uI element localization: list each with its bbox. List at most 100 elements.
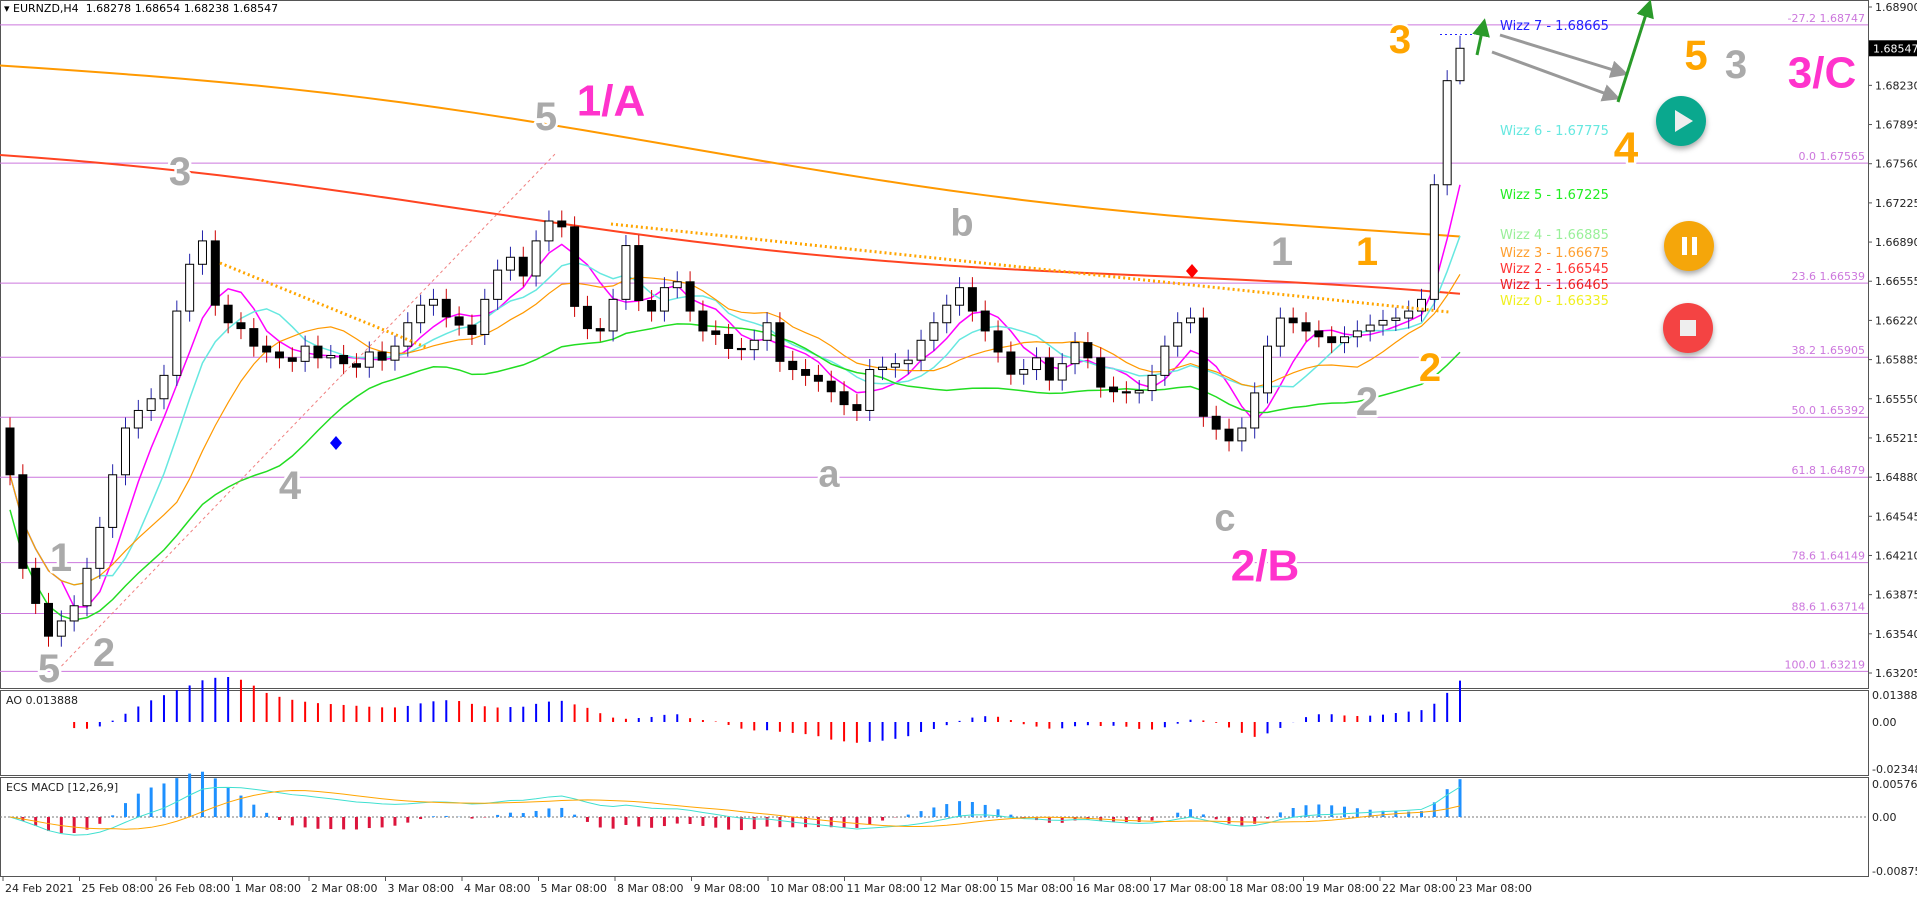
- price-tick-label: 1.66220: [1875, 314, 1917, 327]
- symbol: EURNZD,H4: [13, 2, 79, 15]
- candle-body: [749, 339, 759, 351]
- wave-label: 5: [1684, 32, 1707, 79]
- grey-arrow: [1499, 33, 1629, 78]
- candle: [326, 344, 336, 369]
- candle: [865, 359, 875, 421]
- candle: [621, 235, 631, 310]
- price-tick-label: 1.67225: [1875, 197, 1917, 210]
- price-tick-label: 1.63205: [1875, 667, 1917, 680]
- chart-header: ▾ EURNZD,H4 1.68278 1.68654 1.68238 1.68…: [4, 2, 279, 15]
- time-tick-label: 15 Mar 08:00: [1000, 882, 1073, 895]
- current-price-box: [1869, 40, 1917, 57]
- candle-body: [1006, 351, 1016, 375]
- wizz-level-label: Wizz 0 - 1.66335: [1500, 294, 1609, 309]
- candle: [1160, 335, 1170, 386]
- candle: [1147, 364, 1157, 402]
- green-arrow: [1472, 18, 1490, 56]
- candle: [454, 306, 464, 336]
- candle-body: [1250, 392, 1260, 429]
- candle: [1250, 382, 1260, 439]
- candle-body: [364, 351, 374, 368]
- time-tick-label: 9 Mar 08:00: [694, 882, 760, 895]
- candle-body: [223, 304, 233, 324]
- candle-body: [621, 245, 631, 300]
- wizz-level-label: Wizz 2 - 1.66545: [1500, 262, 1609, 277]
- ohlc-low: 1.68238: [183, 2, 230, 15]
- candle-body: [724, 333, 734, 349]
- green-arrow: [1616, 0, 1654, 103]
- candle: [1301, 312, 1311, 342]
- candle: [1237, 417, 1247, 452]
- play-button[interactable]: [1656, 96, 1706, 146]
- time-tick-label: 12 Mar 08:00: [923, 882, 996, 895]
- candle: [852, 394, 862, 421]
- candle: [133, 399, 143, 439]
- candle-body: [1378, 319, 1388, 326]
- candle: [262, 335, 272, 363]
- candle-body: [1198, 317, 1208, 417]
- candle-body: [839, 391, 849, 406]
- candle-body: [95, 526, 105, 569]
- candle: [313, 335, 323, 369]
- candle: [582, 295, 592, 340]
- candle-body: [531, 240, 541, 277]
- candle: [339, 344, 349, 375]
- candle: [287, 347, 297, 372]
- candle: [1121, 381, 1131, 404]
- candle: [185, 253, 195, 322]
- candle: [1314, 320, 1324, 348]
- wave-label: 1: [50, 536, 72, 580]
- candle: [1442, 70, 1452, 196]
- candle-body: [1455, 47, 1465, 82]
- candle: [659, 277, 669, 322]
- candle-body: [197, 240, 207, 265]
- candle-body: [1391, 317, 1401, 321]
- wave-label: 2/B: [1231, 541, 1299, 590]
- candle-body: [878, 366, 888, 371]
- price-tick-label: 1.64880: [1875, 471, 1917, 484]
- time-tick-label: 10 Mar 08:00: [770, 882, 843, 895]
- pause-button[interactable]: [1664, 221, 1714, 271]
- candle: [1070, 332, 1080, 375]
- candle: [5, 417, 15, 486]
- candle-body: [480, 298, 490, 335]
- candle: [531, 230, 541, 287]
- wave-label: 3/C: [1788, 48, 1856, 97]
- candle-body: [339, 354, 349, 365]
- wave-label: c: [1214, 497, 1235, 539]
- play-icon: [1674, 110, 1693, 132]
- candle-body: [287, 357, 297, 362]
- pause-icon: [1681, 237, 1697, 255]
- candle-body: [493, 269, 503, 300]
- price-tick-label: 1.66555: [1875, 275, 1917, 288]
- candle: [608, 288, 618, 342]
- candle-body: [698, 310, 708, 332]
- candle: [672, 271, 682, 299]
- candle-body: [544, 220, 554, 242]
- candle-body: [1263, 345, 1273, 394]
- candle-body: [69, 605, 79, 622]
- candle-body: [852, 404, 862, 411]
- candle-body: [1442, 80, 1452, 186]
- time-tick-label: 23 Mar 08:00: [1459, 882, 1532, 895]
- candle: [95, 516, 105, 579]
- candle: [749, 329, 759, 361]
- candle: [120, 417, 130, 486]
- main-panel-frame: [0, 0, 1869, 689]
- candle-body: [416, 304, 426, 324]
- candle-body: [1134, 390, 1144, 394]
- candle-body: [1314, 330, 1324, 338]
- candle: [1455, 35, 1465, 85]
- candle-body: [762, 322, 772, 341]
- time-tick-label: 3 Mar 08:00: [388, 882, 454, 895]
- candle-body: [1121, 391, 1131, 394]
- candle: [1186, 307, 1196, 334]
- candle: [1109, 376, 1119, 403]
- wizz-level-label: Wizz 3 - 1.66675: [1500, 246, 1609, 261]
- candle-body: [942, 304, 952, 324]
- wave-label: 1: [1271, 230, 1293, 274]
- candle-body: [1096, 357, 1106, 388]
- stop-button[interactable]: [1663, 303, 1713, 353]
- moving-average-line: [0, 64, 1461, 238]
